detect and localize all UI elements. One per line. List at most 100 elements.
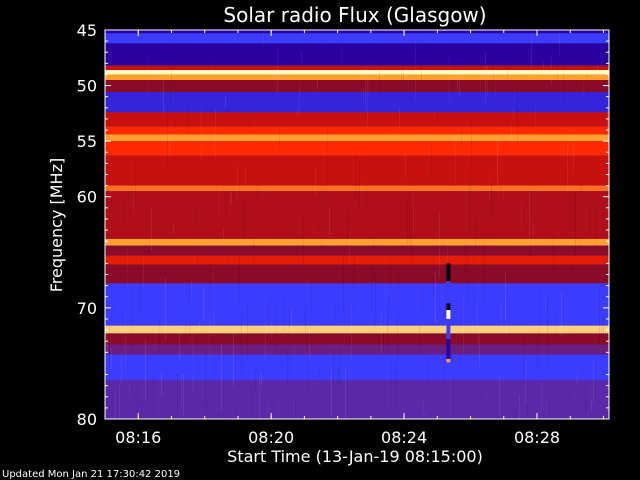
x-axis: 08:16 08:20 08:24 08:28 — [115, 30, 604, 447]
noise-streak — [151, 207, 152, 252]
noise-streak — [251, 386, 252, 419]
noise-streak — [453, 376, 454, 419]
noise-streak — [179, 327, 180, 361]
noise-streak — [149, 417, 150, 419]
noise-streak — [237, 165, 238, 198]
noise-streak — [159, 318, 160, 356]
noise-streak — [573, 129, 574, 175]
noise-streak — [183, 375, 184, 417]
band-18 — [105, 264, 609, 284]
noise-streak — [229, 190, 230, 218]
noise-streak — [363, 90, 364, 102]
noise-streak — [253, 238, 254, 274]
noise-streak — [277, 47, 278, 93]
noise-streak — [543, 61, 544, 76]
noise-streak — [219, 184, 220, 218]
noise-streak — [349, 231, 350, 263]
band-5 — [105, 74, 609, 81]
noise-streak — [259, 379, 260, 419]
noise-streak — [283, 298, 284, 332]
noise-streak — [335, 298, 336, 325]
band-11 — [105, 141, 609, 156]
noise-streak — [343, 254, 344, 312]
noise-streak — [307, 329, 308, 396]
noise-streak — [139, 276, 140, 316]
noise-streak — [563, 44, 564, 103]
noise-streak — [461, 125, 462, 148]
noise-streak — [107, 313, 108, 354]
noise-streak — [595, 203, 596, 257]
noise-streak — [551, 56, 552, 86]
noise-streak — [143, 258, 144, 288]
noise-streak — [249, 110, 250, 133]
noise-streak — [519, 394, 520, 419]
noise-streak — [391, 358, 392, 408]
y-tick-label: 70 — [77, 299, 97, 318]
noise-streak — [477, 299, 478, 344]
noise-streak — [375, 272, 376, 325]
noise-streak — [147, 60, 148, 93]
noise-streak — [203, 286, 204, 321]
noise-texture — [105, 30, 608, 419]
band-14 — [105, 191, 609, 239]
noise-streak — [199, 322, 200, 332]
noise-streak — [485, 51, 486, 105]
noise-streak — [457, 77, 458, 91]
noise-streak — [275, 303, 276, 356]
noise-streak — [487, 64, 488, 98]
y-axis-label: Frequency [MHz] — [47, 158, 66, 292]
noise-streak — [285, 343, 286, 358]
noise-streak — [267, 398, 268, 419]
band-16 — [105, 245, 609, 256]
noise-streak — [191, 280, 192, 298]
noise-streak — [581, 183, 582, 229]
noise-streak — [429, 74, 430, 120]
noise-streak — [323, 416, 324, 419]
noise-streak — [589, 205, 590, 235]
noise-streak — [321, 186, 322, 249]
burst-segment-6 — [446, 358, 451, 363]
noise-streak — [287, 350, 288, 384]
noise-streak — [397, 319, 398, 384]
noise-streak — [559, 33, 560, 55]
noise-streak — [423, 400, 424, 414]
noise-streak — [431, 141, 432, 175]
noise-streak — [185, 315, 186, 344]
noise-streak — [355, 153, 356, 198]
noise-streak — [443, 355, 444, 385]
band-12 — [105, 155, 609, 186]
noise-streak — [193, 330, 194, 395]
noise-streak — [465, 242, 466, 275]
noise-streak — [403, 63, 404, 90]
noise-streak — [131, 288, 132, 352]
noise-streak — [171, 50, 172, 105]
noise-streak — [433, 275, 434, 294]
noise-streak — [493, 50, 494, 85]
noise-streak — [211, 61, 212, 76]
noise-streak — [593, 357, 594, 404]
noise-streak — [119, 384, 120, 419]
noise-streak — [473, 250, 474, 298]
noise-streak — [309, 342, 310, 361]
noise-streak — [529, 186, 530, 241]
noise-streak — [227, 246, 228, 284]
noise-streak — [305, 302, 306, 334]
noise-streak — [133, 187, 134, 213]
noise-streak — [459, 76, 460, 98]
noise-streak — [359, 159, 360, 206]
noise-streak — [425, 412, 426, 419]
band-6 — [105, 80, 609, 93]
noise-streak — [263, 30, 264, 47]
band-21 — [105, 333, 609, 345]
noise-streak — [471, 122, 472, 189]
noise-streak — [587, 56, 588, 102]
noise-streak — [505, 272, 506, 320]
band-2 — [105, 43, 609, 66]
noise-streak — [533, 220, 534, 252]
noise-streak — [247, 305, 248, 358]
noise-streak — [555, 312, 556, 342]
noise-streak — [411, 209, 412, 268]
noise-streak — [523, 337, 524, 385]
noise-streak — [223, 227, 224, 244]
noise-streak — [495, 82, 496, 98]
